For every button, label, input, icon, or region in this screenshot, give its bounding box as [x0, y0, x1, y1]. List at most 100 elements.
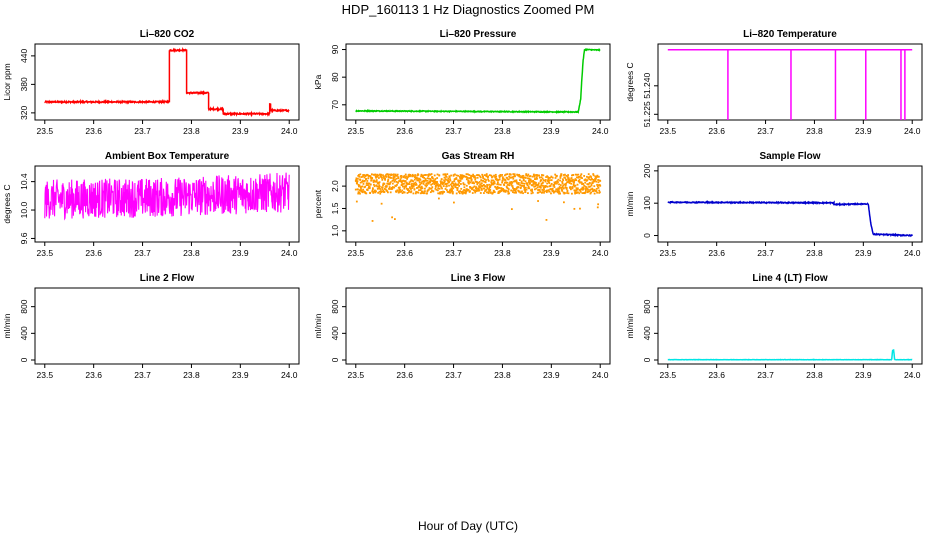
panel-6-x-tick-label: 23.5 [660, 248, 677, 258]
panel-5-data-point [450, 187, 453, 190]
panel-5-data-point [423, 180, 426, 183]
panel-5-data-point [505, 182, 508, 184]
panel-5-data-point [522, 176, 525, 179]
panel-5-data-point [594, 178, 597, 181]
panel-8-plot-frame [345, 287, 611, 365]
panel-5-data-point [534, 188, 536, 191]
panel-8-x-tick-label: 23.8 [494, 370, 511, 380]
panel-5-data-point [575, 192, 578, 194]
panel-5-data-point [418, 181, 421, 183]
panel-5-data-point [515, 179, 518, 182]
panel-5-data-point [517, 174, 520, 177]
panel-5-x-tick-label: 23.5 [348, 248, 365, 258]
panel-5-data-point [562, 191, 565, 194]
panel-5-data-point [586, 179, 589, 182]
panel-5-data-point [408, 183, 411, 185]
panel-5-data-point [393, 218, 396, 220]
panel-5-data-point [436, 183, 439, 185]
panel-5-data-point [400, 190, 403, 193]
panel-1-x-tick-label: 23.7 [134, 126, 151, 136]
figure-x-axis-label: Hour of Day (UTC) [418, 519, 518, 533]
panel-1-series-line [44, 46, 290, 118]
panel-5-data-point [442, 190, 444, 193]
panel-5-data-point [359, 181, 362, 184]
panel-5-data-point [546, 176, 549, 178]
panel-5-data-point [391, 182, 394, 185]
panel-5-data-point [442, 182, 444, 185]
panel-2-y-tick-label: 80 [330, 72, 340, 82]
panel-5-data-point [453, 201, 455, 204]
panel-5-x-tick-label: 23.8 [494, 248, 511, 258]
panel-5-data-point [569, 186, 572, 188]
panel-5-data-point [418, 177, 421, 180]
panel-5-data-point [563, 201, 565, 204]
panel-5-data-point [524, 186, 527, 189]
panel-5-data-point [415, 191, 418, 193]
panel-5-data-point [582, 182, 585, 185]
panel-5-data-point [358, 184, 361, 187]
panel-5-data-point [470, 174, 472, 177]
panel-5-data-point [534, 185, 537, 188]
panel-5-data-point [387, 178, 390, 181]
panel-5-data-point [420, 190, 423, 193]
panel-5-data-point [463, 189, 466, 192]
panel-5-data-point [458, 192, 461, 195]
panel-5-data-point [450, 185, 453, 187]
panel-5-data-point [455, 183, 457, 186]
panel-5-data-point [445, 175, 448, 178]
panel-5-data-point [434, 186, 437, 188]
panel-5-data-point [367, 182, 370, 185]
panel-6: Sample Flow 23.5 23.6 23.7 23.8 23.9 24.0 0 100 2… [625, 151, 923, 258]
panel-5-data-point [519, 179, 521, 181]
panel-5-data-point [452, 174, 455, 177]
panel-5-data-point [440, 191, 443, 193]
panel-5-data-point [361, 191, 364, 194]
panel-5-data-point [508, 175, 510, 178]
panel-5-data-point [491, 175, 494, 178]
panel-5-data-point [589, 192, 592, 195]
panel-5-data-point [393, 180, 396, 183]
panel-4-x-tick-label: 23.7 [134, 248, 151, 258]
panel-5-data-point [519, 176, 522, 179]
panel-5-data-point [559, 177, 562, 179]
panel-9: Line 4 (LT) Flow 23.5 23.6 23.7 23.8 23.9 24.0… [625, 273, 923, 380]
panel-1-x-tick-label: 24.0 [281, 126, 298, 136]
panel-5-data-point [520, 186, 522, 189]
panel-5-data-point [401, 192, 404, 195]
panel-5-data-point [498, 183, 500, 186]
panel-5-data-point [575, 176, 578, 179]
panel-5-data-point [407, 191, 410, 194]
panel-5-data-point [517, 186, 520, 188]
panel-5-data-point [588, 176, 590, 179]
panel-5-data-point [521, 185, 524, 187]
panel-5-data-point [440, 182, 442, 185]
panel-5-data-point [451, 182, 454, 185]
panel-5-data-point [403, 180, 405, 182]
panel-5-data-point [397, 186, 400, 189]
panel-5-data-point [444, 178, 447, 181]
panel-5-data-point [509, 182, 512, 185]
panel-5-data-point [445, 183, 448, 186]
panel-5-data-point [582, 186, 585, 189]
panel-5-data-point [399, 178, 402, 181]
panel-5-data-point [360, 188, 362, 190]
panel-5-data-point [428, 180, 431, 183]
panel-5-data-point [443, 181, 446, 184]
panel-4-x-tick-label: 23.5 [37, 248, 54, 258]
panel-5-data-point [523, 186, 525, 189]
panel-5-data-point [457, 183, 460, 186]
panel-5-data-point [538, 174, 541, 177]
panel-5-data-point [363, 176, 366, 179]
panel-6-y-tick-label: 100 [642, 196, 652, 210]
panel-5-data-point [467, 188, 470, 191]
panel-5-data-point [455, 178, 458, 180]
panel-5-data-point [474, 178, 477, 181]
panel-5-data-point [362, 188, 365, 191]
panel-5-data-point [535, 187, 538, 190]
panel-5-data-point [427, 188, 430, 191]
panel-5-data-point [433, 174, 436, 177]
panel-5-data-point [442, 181, 445, 184]
panel-5-data-point [415, 187, 418, 189]
panel-5-data-point [444, 173, 447, 176]
panel-5-data-point [442, 173, 445, 176]
